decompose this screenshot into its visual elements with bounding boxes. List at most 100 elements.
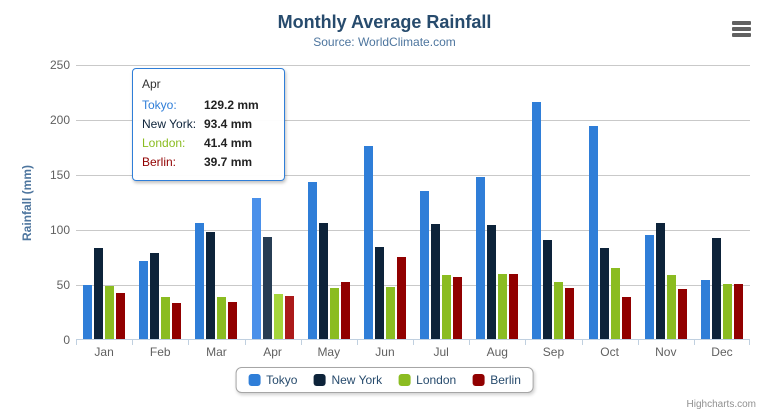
bar-london[interactable] bbox=[554, 282, 564, 340]
bar-berlin[interactable] bbox=[621, 297, 631, 340]
legend-item-new-york[interactable]: New York bbox=[313, 373, 382, 387]
bar-new-york[interactable] bbox=[711, 238, 721, 340]
y-gridline bbox=[76, 65, 750, 66]
bar-new-york[interactable] bbox=[262, 237, 272, 340]
tooltip-series-value: 39.7 mm bbox=[204, 155, 253, 169]
bar-london[interactable] bbox=[498, 274, 508, 340]
bar-london[interactable] bbox=[105, 286, 115, 340]
bar-tokyo[interactable] bbox=[307, 182, 317, 340]
tooltip-row: New York: 93.4 mm bbox=[142, 115, 275, 134]
bar-new-york[interactable] bbox=[374, 247, 384, 340]
bar-london[interactable] bbox=[217, 297, 227, 340]
bar-tokyo[interactable] bbox=[251, 198, 261, 340]
bar-tokyo[interactable] bbox=[195, 223, 205, 340]
y-gridline bbox=[76, 175, 750, 176]
column-group-jul bbox=[413, 65, 469, 340]
bar-berlin[interactable] bbox=[116, 293, 126, 340]
x-axis-tick bbox=[693, 340, 695, 345]
legend-swatch bbox=[313, 374, 326, 386]
column-group-mar bbox=[188, 65, 244, 340]
y-axis-label: 200 bbox=[49, 113, 70, 127]
column-group-may bbox=[301, 65, 357, 340]
tooltip-series-label: New York: bbox=[142, 117, 197, 131]
bar-london[interactable] bbox=[273, 294, 283, 340]
legend-label: London bbox=[416, 373, 457, 387]
bar-new-york[interactable] bbox=[431, 224, 441, 340]
bar-new-york[interactable] bbox=[655, 223, 665, 340]
bar-berlin[interactable] bbox=[284, 296, 294, 340]
legend-swatch bbox=[248, 374, 261, 386]
x-axis-labels: Jan Feb Mar Apr May Jun Jul Aug Sep Oct Nov Dec bbox=[76, 345, 750, 359]
bar-tokyo[interactable] bbox=[700, 280, 710, 340]
column-group-nov bbox=[638, 65, 694, 340]
bar-london[interactable] bbox=[666, 275, 676, 340]
x-axis-line bbox=[76, 339, 750, 340]
bar-new-york[interactable] bbox=[487, 225, 497, 340]
x-axis-label: Jun bbox=[375, 345, 395, 359]
x-axis-tick bbox=[413, 340, 414, 345]
bar-tokyo[interactable] bbox=[139, 261, 149, 340]
column-group-feb bbox=[132, 65, 188, 340]
bar-london[interactable] bbox=[161, 297, 171, 340]
bar-tokyo[interactable] bbox=[83, 285, 93, 340]
legend-label: New York bbox=[331, 373, 383, 387]
bar-berlin[interactable] bbox=[565, 288, 575, 340]
column-groups bbox=[76, 65, 750, 340]
bar-london[interactable] bbox=[385, 287, 395, 340]
tooltip-series-label: London: bbox=[142, 136, 186, 150]
bar-berlin[interactable] bbox=[509, 274, 519, 340]
tooltip-series-label: Berlin: bbox=[142, 155, 177, 169]
x-axis-tick bbox=[581, 340, 583, 345]
y-gridline bbox=[76, 285, 750, 286]
tooltip-row: London: 41.4 mm bbox=[142, 134, 275, 153]
credits-link[interactable]: Highcharts.com bbox=[686, 399, 756, 410]
y-axis-labels: 0 50 100 150 200 250 bbox=[0, 58, 70, 347]
legend-swatch bbox=[398, 374, 411, 386]
y-gridline bbox=[76, 120, 750, 121]
bar-new-york[interactable] bbox=[206, 232, 216, 340]
bar-london[interactable] bbox=[610, 268, 620, 340]
x-axis-tick bbox=[525, 340, 527, 345]
bar-tokyo[interactable] bbox=[644, 235, 654, 340]
column-group-oct bbox=[582, 65, 638, 340]
tooltip-series-value: 93.4 mm bbox=[204, 117, 253, 131]
bar-berlin[interactable] bbox=[340, 282, 350, 340]
bar-new-york[interactable] bbox=[543, 240, 553, 340]
bar-berlin[interactable] bbox=[172, 303, 182, 340]
bar-london[interactable] bbox=[722, 284, 732, 340]
x-axis-tick bbox=[356, 340, 358, 345]
y-axis-label: 150 bbox=[49, 168, 70, 182]
bar-berlin[interactable] bbox=[453, 277, 463, 340]
bar-new-york[interactable] bbox=[318, 223, 328, 340]
x-axis-label: Dec bbox=[711, 345, 733, 359]
bar-tokyo[interactable] bbox=[420, 191, 430, 340]
tooltip-series-value: 129.2 mm bbox=[204, 98, 259, 112]
bar-tokyo[interactable] bbox=[363, 146, 373, 340]
bar-new-york[interactable] bbox=[599, 248, 609, 340]
bar-berlin[interactable] bbox=[733, 284, 743, 340]
y-gridline bbox=[76, 230, 750, 231]
column-group-jun bbox=[357, 65, 413, 340]
x-axis-tick bbox=[132, 340, 134, 345]
legend-item-berlin[interactable]: Berlin bbox=[472, 373, 521, 387]
legend-label: Tokyo bbox=[266, 373, 298, 387]
bar-tokyo[interactable] bbox=[476, 177, 486, 340]
bar-new-york[interactable] bbox=[94, 248, 104, 340]
tooltip-rows: Tokyo: 129.2 mm New York: 93.4 mm London: 41.… bbox=[142, 96, 275, 172]
bar-berlin[interactable] bbox=[677, 289, 687, 340]
bar-tokyo[interactable] bbox=[532, 102, 542, 340]
legend-item-london[interactable]: London bbox=[398, 373, 456, 387]
export-menu-button[interactable] bbox=[732, 21, 751, 37]
bar-london[interactable] bbox=[329, 288, 339, 340]
bar-london[interactable] bbox=[442, 275, 452, 340]
bar-new-york[interactable] bbox=[150, 253, 160, 340]
bar-tokyo[interactable] bbox=[588, 126, 598, 340]
bar-berlin[interactable] bbox=[228, 302, 238, 340]
bar-berlin[interactable] bbox=[396, 257, 406, 340]
tooltip-header: Apr bbox=[142, 77, 161, 91]
column-group-apr bbox=[245, 65, 301, 340]
x-axis-label: Oct bbox=[600, 345, 619, 359]
y-axis-label: 100 bbox=[49, 223, 70, 237]
legend-item-tokyo[interactable]: Tokyo bbox=[248, 373, 297, 387]
